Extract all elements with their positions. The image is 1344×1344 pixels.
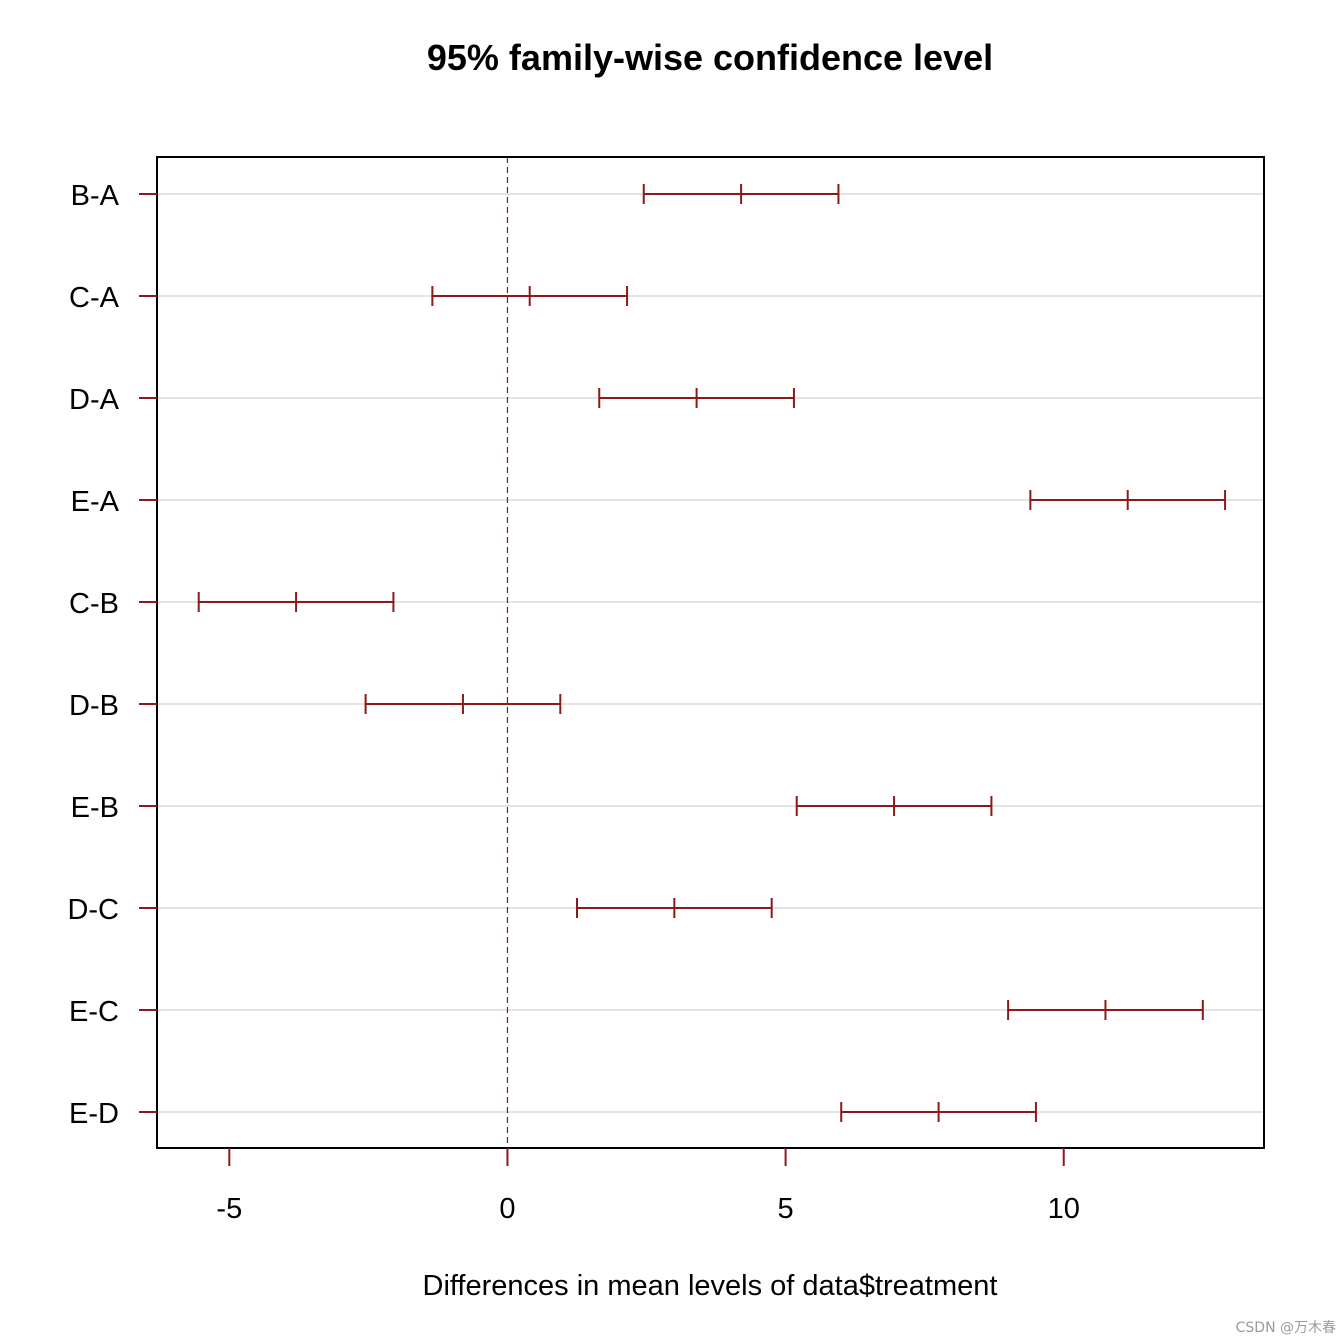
- chart-title: 95% family-wise confidence level: [427, 37, 993, 78]
- x-tick-label-1: 0: [499, 1193, 515, 1225]
- interval-c-b: [197, 592, 395, 612]
- interval-e-b: [795, 796, 993, 816]
- interval-c-a: [431, 286, 629, 306]
- interval-d-c: [575, 898, 773, 918]
- y-tick-label-e-b: E-B: [71, 792, 119, 824]
- grid-lines: [157, 193, 1264, 1113]
- x-axis-label: Differences in mean levels of data$treat…: [423, 1270, 998, 1302]
- plot-frame: [156, 156, 1265, 1149]
- interval-e-d: [840, 1102, 1037, 1122]
- interval-d-b: [364, 694, 562, 714]
- y-tick-label-e-c: E-C: [69, 996, 119, 1028]
- x-tick-label-0: -5: [216, 1193, 242, 1225]
- watermark: CSDN @万木春: [1236, 1320, 1336, 1336]
- y-tick-label-d-c: D-C: [67, 894, 119, 926]
- y-tick-label-d-b: D-B: [69, 690, 119, 722]
- x-axis: -5 0 5 10: [216, 1148, 1080, 1225]
- y-tick-label-e-a: E-A: [71, 486, 120, 518]
- interval-b-a: [642, 184, 840, 204]
- y-tick-label-b-a: B-A: [71, 180, 120, 212]
- interval-e-a: [1029, 490, 1227, 510]
- y-tick-label-d-a: D-A: [69, 384, 120, 416]
- y-tick-label-e-d: E-D: [69, 1098, 119, 1130]
- y-axis: B-A C-A D-A E-A C-B D-B E-B D-C E-C E-D: [67, 180, 157, 1130]
- x-tick-label-2: 5: [778, 1193, 794, 1225]
- y-tick-label-c-a: C-A: [69, 282, 120, 314]
- x-tick-label-3: 10: [1048, 1193, 1080, 1225]
- confidence-intervals: [197, 184, 1227, 1122]
- interval-d-a: [598, 388, 795, 408]
- y-tick-label-c-b: C-B: [69, 588, 119, 620]
- interval-e-c: [1007, 1000, 1204, 1020]
